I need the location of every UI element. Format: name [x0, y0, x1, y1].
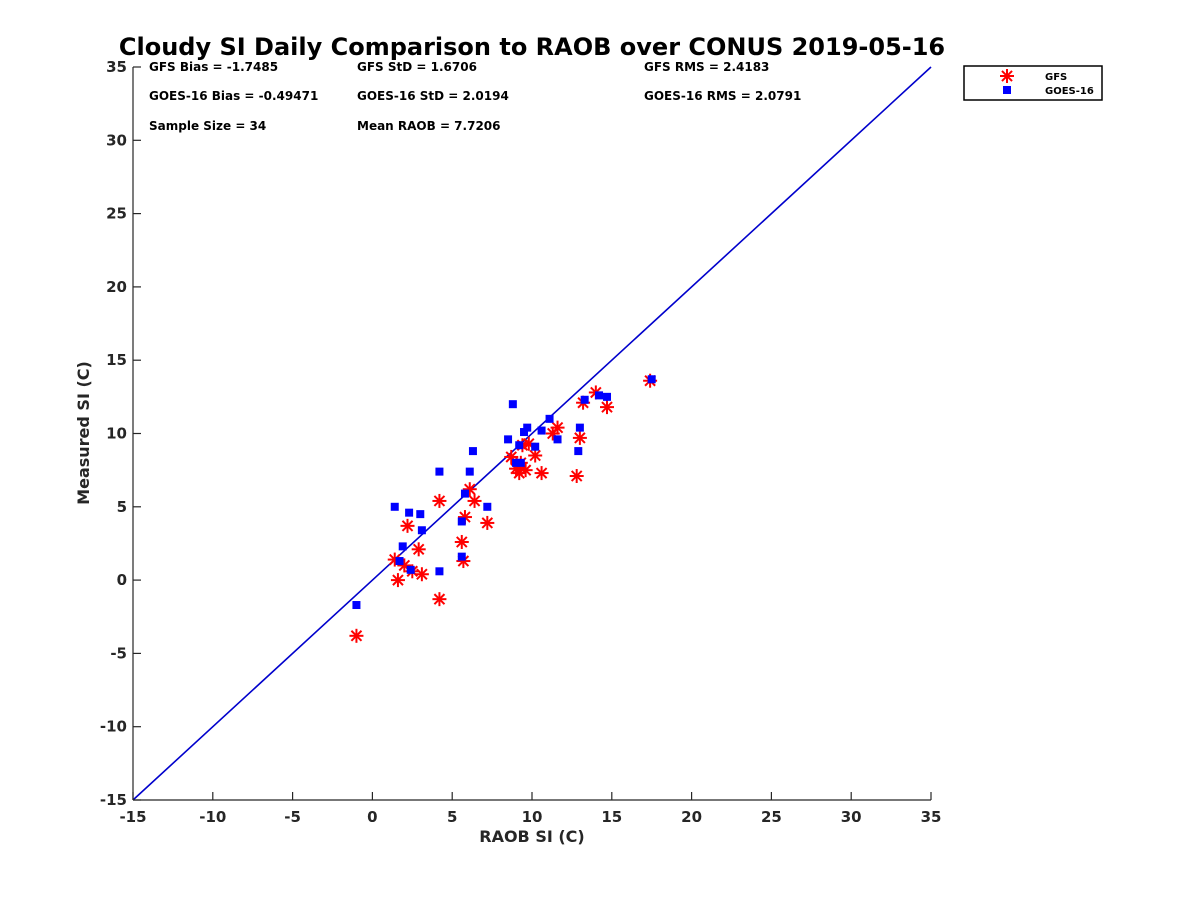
x-tick-label: -10	[199, 808, 226, 826]
one-to-one-line	[132, 66, 932, 801]
point-goes-16	[531, 442, 540, 451]
reference-line	[132, 66, 932, 801]
legend-box	[963, 65, 1103, 101]
x-tick-label: -5	[284, 808, 301, 826]
point-goes-16	[435, 567, 444, 576]
stat-text: Sample Size = 34	[149, 119, 266, 133]
stat-text: GOES-16 StD = 2.0194	[357, 89, 509, 103]
point-goes-16	[417, 526, 426, 535]
point-goes-16	[512, 458, 521, 467]
y-tick-label: 5	[117, 498, 127, 516]
point-gfs	[432, 493, 447, 508]
point-goes-16	[504, 435, 513, 444]
legend-label-goes-16: GOES-16	[1045, 86, 1094, 97]
x-tick-label: 10	[522, 808, 543, 826]
point-goes-16	[537, 426, 546, 435]
point-goes-16	[352, 601, 361, 610]
legend: GFS GOES-16	[963, 65, 1103, 101]
x-tick-label: -15	[119, 808, 146, 826]
legend-label-gfs: GFS	[1045, 72, 1067, 83]
point-goes-16	[603, 392, 612, 401]
y-tick-label: 35	[106, 58, 127, 76]
point-gfs	[390, 573, 405, 588]
y-tick-label: 20	[106, 278, 127, 296]
y-tick-label: 25	[106, 205, 127, 223]
x-axis-ticks: -15 -10 -5 0 5 10 15 20 25 30 35	[119, 792, 941, 826]
point-goes-16	[435, 467, 444, 476]
stat-text: Mean RAOB = 7.7206	[357, 119, 501, 133]
point-gfs	[528, 448, 543, 463]
y-tick-label: -10	[100, 718, 127, 736]
stat-text: GFS StD = 1.6706	[357, 60, 477, 74]
point-goes-16	[575, 423, 584, 432]
point-goes-16	[405, 508, 414, 517]
point-goes-16	[460, 489, 469, 498]
point-gfs	[400, 518, 415, 533]
stat-text: GOES-16 Bias = -0.49471	[149, 89, 318, 103]
stat-text: GFS Bias = -1.7485	[149, 60, 278, 74]
y-tick-label: 0	[117, 571, 127, 589]
point-gfs	[462, 482, 477, 497]
legend-marker-goes-16	[1003, 86, 1011, 94]
y-axis-ticks: -15 -10 -5 0 5 10 15 20 25 30 35	[100, 58, 141, 809]
point-goes-16	[595, 391, 604, 400]
chart-title: Cloudy SI Daily Comparison to RAOB over …	[119, 33, 945, 61]
stats-block: GFS Bias = -1.7485 GFS StD = 1.6706 GFS RM…	[149, 60, 801, 133]
point-goes-16	[553, 435, 562, 444]
y-tick-label: -15	[100, 791, 127, 809]
point-goes-16	[483, 502, 492, 511]
x-tick-label: 25	[761, 808, 782, 826]
point-goes-16	[465, 467, 474, 476]
legend-marker-gfs	[1000, 69, 1014, 83]
y-tick-label: -5	[110, 644, 127, 662]
point-gfs	[456, 554, 471, 569]
point-gfs	[480, 515, 495, 530]
x-tick-label: 0	[367, 808, 377, 826]
x-axis-label: RAOB SI (C)	[479, 827, 584, 846]
point-gfs	[534, 466, 549, 481]
point-gfs	[454, 534, 469, 549]
point-goes-16	[520, 428, 529, 437]
stat-text: GOES-16 RMS = 2.0791	[644, 89, 801, 103]
point-goes-16	[468, 447, 477, 456]
point-goes-16	[647, 375, 656, 384]
point-goes-16	[406, 565, 415, 574]
point-gfs	[432, 592, 447, 607]
point-gfs	[349, 628, 364, 643]
point-goes-16	[457, 517, 466, 526]
point-goes-16	[457, 552, 466, 561]
point-gfs	[411, 542, 426, 557]
y-tick-label: 10	[106, 425, 127, 443]
point-gfs	[414, 567, 429, 582]
point-gfs	[569, 469, 584, 484]
x-tick-label: 35	[921, 808, 942, 826]
point-gfs	[600, 400, 615, 415]
y-tick-label: 15	[106, 351, 127, 369]
point-goes-16	[545, 414, 554, 423]
point-goes-16	[508, 400, 517, 409]
data-points	[349, 373, 658, 643]
point-gfs	[550, 420, 565, 435]
point-goes-16	[390, 502, 399, 511]
point-goes-16	[515, 441, 524, 450]
x-tick-label: 5	[447, 808, 457, 826]
y-axis-label: Measured SI (C)	[74, 361, 93, 505]
point-goes-16	[580, 395, 589, 404]
point-goes-16	[395, 557, 404, 566]
point-goes-16	[416, 510, 425, 519]
point-gfs	[572, 430, 587, 445]
point-goes-16	[574, 447, 583, 456]
x-tick-label: 15	[601, 808, 622, 826]
x-tick-label: 20	[681, 808, 702, 826]
x-tick-label: 30	[841, 808, 862, 826]
point-gfs	[467, 493, 482, 508]
point-goes-16	[516, 458, 525, 467]
series-goes-16	[352, 375, 656, 610]
y-tick-label: 30	[106, 131, 127, 149]
point-goes-16	[398, 542, 407, 551]
point-goes-16	[523, 423, 532, 432]
stat-text: GFS RMS = 2.4183	[644, 60, 769, 74]
